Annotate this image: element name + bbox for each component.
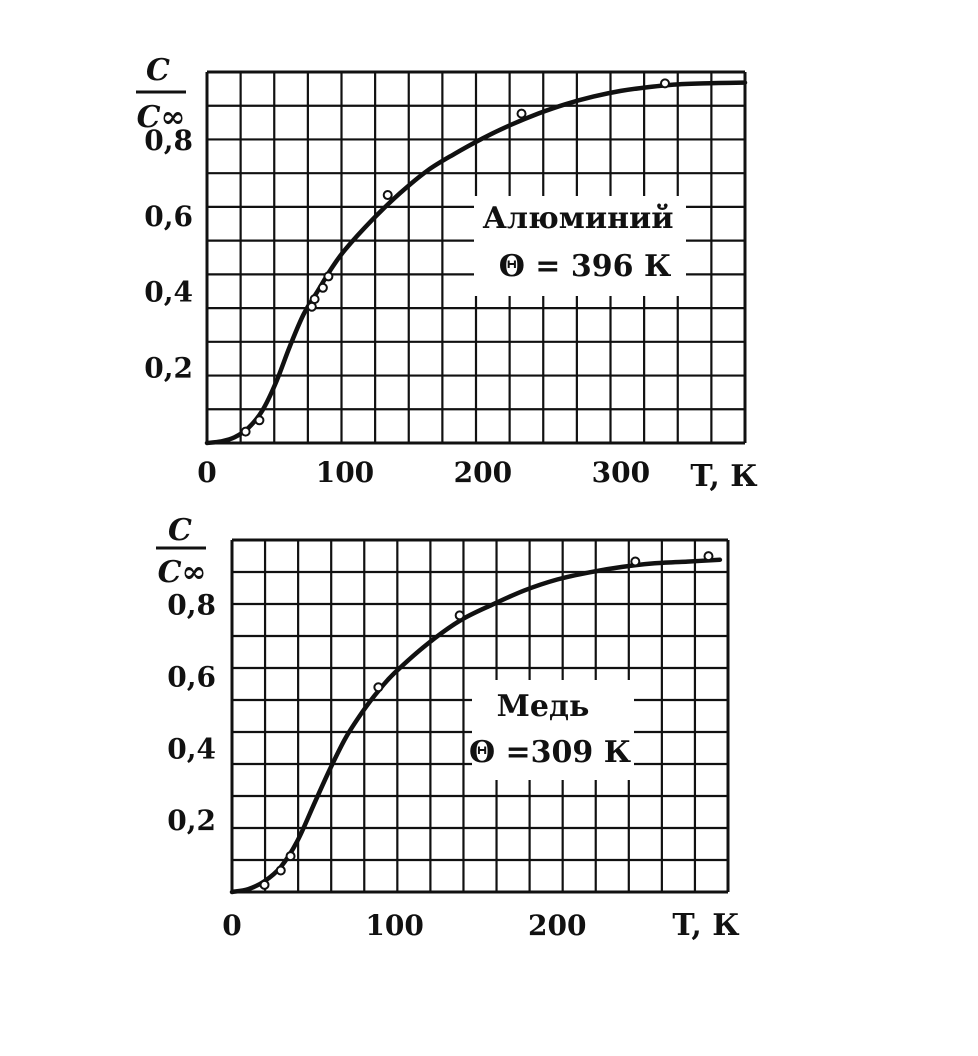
copper-ytick-label: 0,4 [167, 732, 216, 765]
chart-aluminum: C C∞ Алюминий Θ = 396 К 0 100 200 300 0,2 0,4… [136, 53, 758, 494]
copper-ylabel-num: C [168, 513, 192, 548]
aluminum-xtick-label: 300 [592, 456, 650, 489]
aluminum-ytick-label: 0,2 [144, 351, 193, 384]
copper-ytick-label: 0,8 [167, 589, 216, 622]
aluminum-xtick-label: 0 [197, 456, 216, 489]
copper-annotation-bg [472, 680, 634, 780]
aluminum-xtick-label: 100 [316, 456, 374, 489]
aluminum-xtick-label: 200 [454, 456, 512, 489]
copper-ylabel-den: C∞ [158, 555, 207, 590]
aluminum-data-point [516, 108, 527, 119]
aluminum-ylabel-den: C∞ [137, 100, 186, 135]
aluminum-data-point [323, 271, 334, 282]
copper-ytick-label: 0,2 [167, 804, 216, 837]
aluminum-series [204, 78, 748, 446]
aluminum-annotation-box: Алюминий Θ = 396 К [474, 196, 686, 296]
aluminum-annotation-line1: Алюминий [482, 201, 673, 236]
aluminum-ytick-label: 0,4 [144, 276, 193, 309]
copper-annotation-line2: Θ =309 К [469, 735, 631, 770]
aluminum-ylabel-num: C [146, 53, 170, 88]
copper-xlabel: T, К [672, 908, 739, 943]
aluminum-data-point [382, 190, 393, 201]
aluminum-annotation-line2: Θ = 396 К [499, 249, 672, 284]
copper-annotation-line1: Медь [497, 689, 590, 724]
aluminum-annotation-bg [474, 196, 686, 296]
aluminum-ylabel: C C∞ [136, 53, 186, 135]
copper-ylabel: C C∞ [156, 513, 206, 590]
copper-xtick-label: 100 [365, 909, 423, 942]
copper-data-point [373, 682, 384, 693]
copper-data-point [454, 610, 465, 621]
aluminum-xlabel: T, К [690, 459, 757, 494]
aluminum-data-point [240, 426, 251, 437]
copper-data-point [259, 879, 270, 890]
aluminum-data-point [309, 294, 320, 305]
copper-data-point [285, 851, 296, 862]
aluminum-data-point [659, 78, 670, 89]
aluminum-ticks: 0 100 200 300 0,2 0,4 0,6 0,8 [144, 124, 650, 489]
copper-ticks: 0 100 200 0,2 0,4 0,6 0,8 [167, 589, 586, 942]
copper-data-point [630, 556, 641, 567]
copper-annotation-box: Медь Θ =309 К [469, 680, 634, 780]
copper-data-point [703, 551, 714, 562]
copper-xtick-label: 200 [528, 909, 586, 942]
aluminum-ytick-label: 0,8 [144, 124, 193, 157]
aluminum-series-line [204, 80, 748, 446]
copper-series-line [229, 557, 723, 895]
copper-xtick-label: 0 [222, 909, 241, 942]
chart-copper: C C∞ Медь Θ =309 К 0 100 200 0,2 0,4 0,6 0,8 T… [156, 513, 740, 943]
copper-series [229, 551, 723, 895]
aluminum-data-point [317, 282, 328, 293]
copper-ytick-label: 0,6 [167, 660, 216, 693]
aluminum-data-point [254, 415, 265, 426]
copper-data-point [275, 865, 286, 876]
aluminum-ytick-label: 0,6 [144, 200, 193, 233]
